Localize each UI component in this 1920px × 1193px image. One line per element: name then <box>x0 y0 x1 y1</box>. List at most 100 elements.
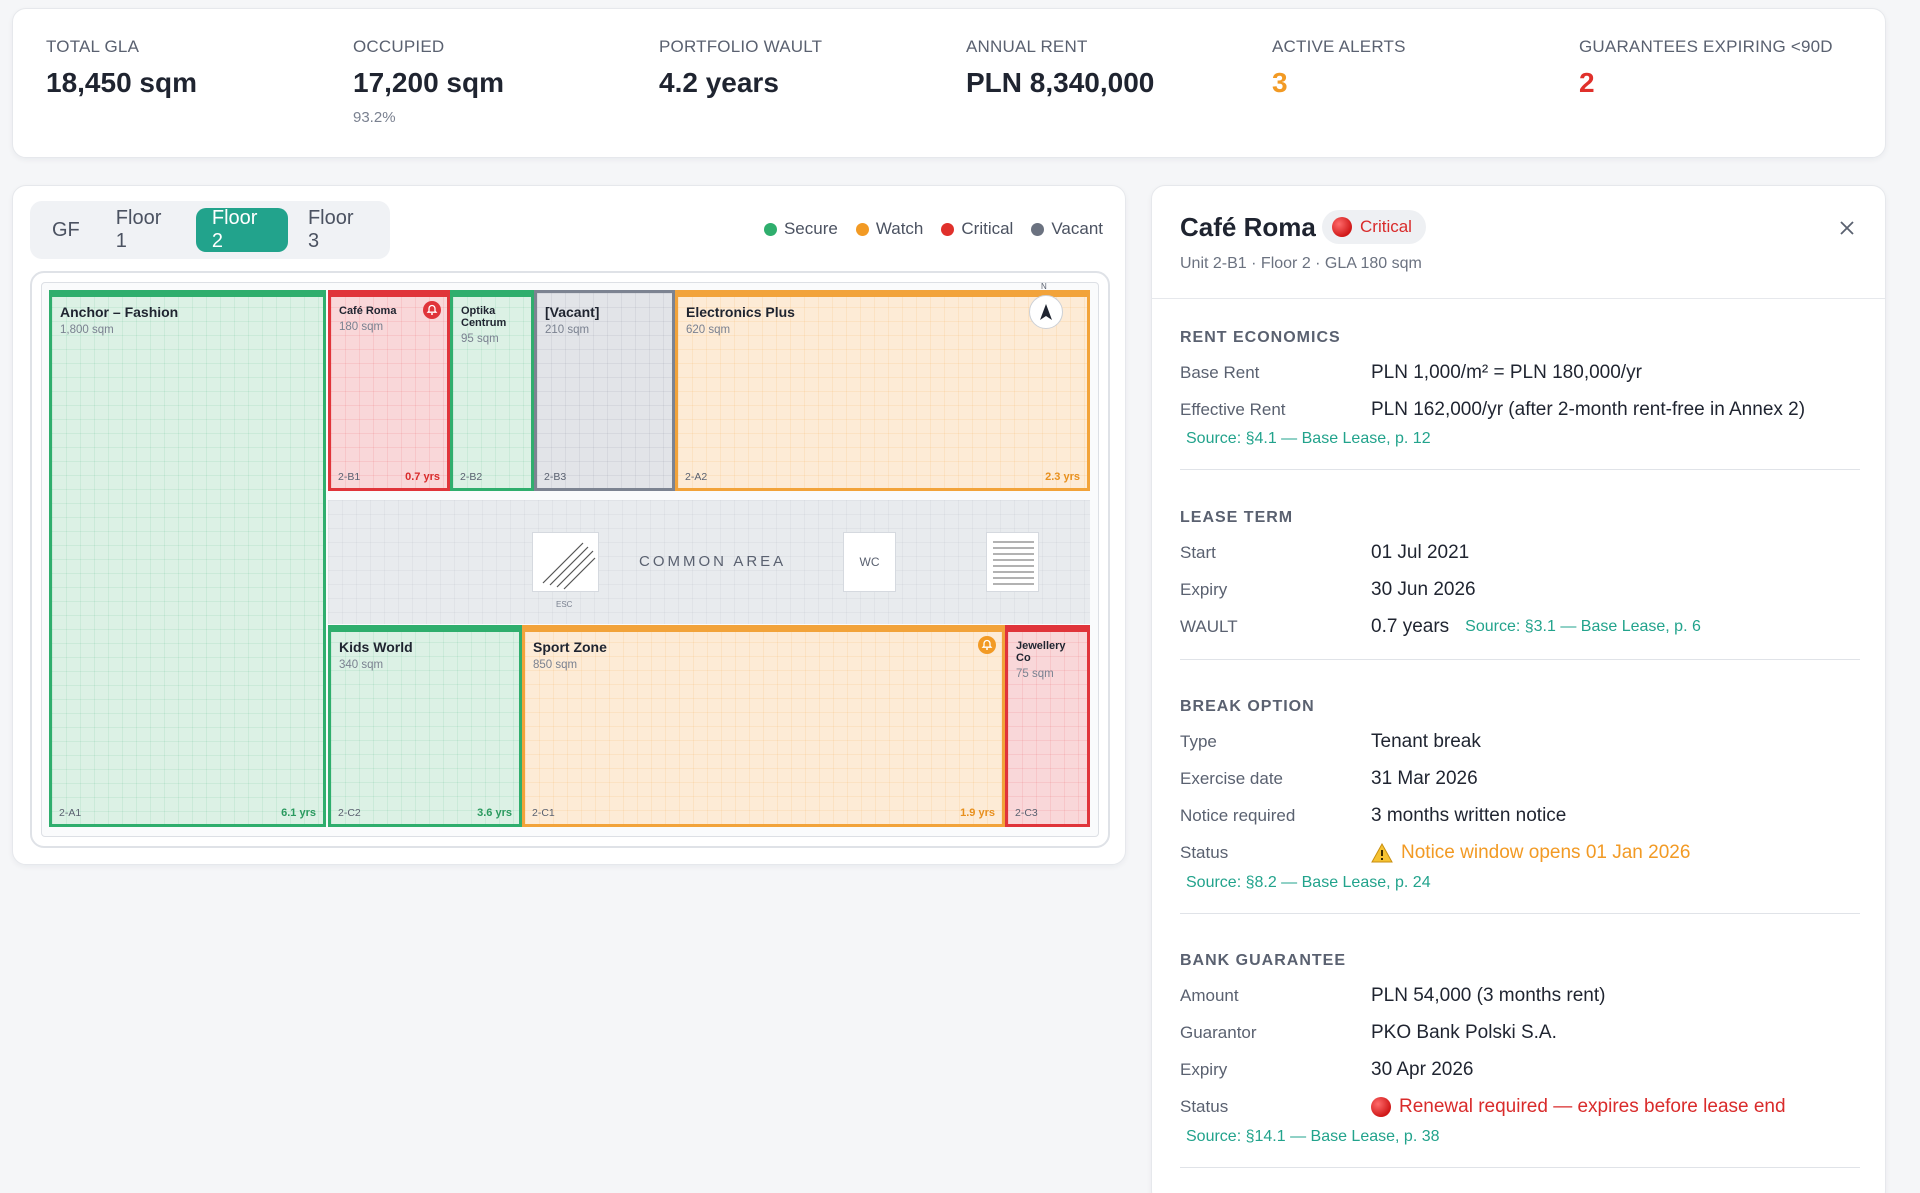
unit-2-b3[interactable]: [Vacant] 210 sqm 2-B3 <box>534 290 675 491</box>
row-value: 0.7 years <box>1371 616 1450 637</box>
status-bar <box>1005 625 1090 632</box>
row-notice-required: Notice required 3 months written notice <box>1180 805 1566 827</box>
watch-dot-icon <box>855 222 869 236</box>
section-rent-economics: RENT ECONOMICS Base Rent PLN 1,000/m² = P… <box>1180 329 1860 489</box>
divider <box>1180 659 1860 660</box>
section-title: LEASE TERM <box>1180 509 1294 526</box>
row-expiry: Expiry 30 Jun 2026 <box>1180 579 1476 601</box>
status-bar <box>328 290 450 297</box>
status-bar <box>328 625 522 632</box>
unit-name: Kids World 340 sqm <box>339 640 413 672</box>
unit-area: 180 sqm <box>339 321 384 333</box>
source-link[interactable]: Source: §14.1 — Base Lease, p. 38 <box>1186 1128 1440 1145</box>
unit-wault: 0.7 yrs <box>405 471 440 483</box>
kpi-value: PLN 8,340,000 <box>966 67 1155 98</box>
unit-name-text: [Vacant] <box>545 304 600 320</box>
kpi-value: 17,200 sqm <box>353 67 504 98</box>
bell-alert-icon[interactable] <box>423 301 441 319</box>
secure-dot-icon <box>763 222 777 236</box>
unit-2-c3[interactable]: Jewellery Co 75 sqm 2-C3 <box>1005 625 1090 827</box>
unit-code: 2-A2 <box>685 471 708 483</box>
critical-dot-icon <box>1371 1097 1391 1117</box>
kpi-occupied: OCCUPIED 17,200 sqm 93.2% <box>353 37 504 126</box>
floor-plan-frame: Anchor – Fashion 1,800 sqm 2-A1 6.1 yrs C… <box>30 271 1110 848</box>
status-bar <box>49 290 326 297</box>
source-link[interactable]: Source: §4.1 — Base Lease, p. 12 <box>1186 430 1431 447</box>
unit-area: 340 sqm <box>339 659 384 671</box>
unit-name: [Vacant] 210 sqm <box>545 305 599 337</box>
row-guarantor: Guarantor PKO Bank Polski S.A. <box>1180 1022 1557 1044</box>
warning-icon <box>1371 843 1393 863</box>
kpi-label: TOTAL GLA <box>46 37 140 56</box>
unit-code: 2-C2 <box>338 807 361 819</box>
escalator: ESC <box>532 532 599 609</box>
legend-watch: Watch <box>855 219 923 239</box>
bell-alert-icon[interactable] <box>978 636 996 654</box>
vacant-dot-icon <box>1031 222 1045 236</box>
status-bar <box>522 625 1005 632</box>
unit-name: Café Roma 180 sqm <box>339 305 409 333</box>
kpi-label: PORTFOLIO WAULT <box>659 37 823 56</box>
row-wault: WAULT 0.7 years Source: §3.1 — Base Lease,… <box>1180 616 1701 638</box>
unit-2-b1[interactable]: Café Roma 180 sqm 2-B1 0.7 yrs <box>328 290 450 491</box>
kpi-annual-rent: ANNUAL RENT PLN 8,340,000 <box>966 37 1154 99</box>
unit-area: 75 sqm <box>1016 668 1054 680</box>
row-value: PKO Bank Polski S.A. <box>1371 1022 1557 1043</box>
row-effective-rent: Effective Rent PLN 162,000/yr (after 2-mo… <box>1180 399 1805 421</box>
row-label: Expiry <box>1180 580 1228 599</box>
unit-wault: 1.9 yrs <box>960 807 995 819</box>
tab-gf[interactable]: GF <box>52 218 80 241</box>
wc: WC <box>843 532 896 592</box>
section-title: BANK GUARANTEE <box>1180 952 1346 969</box>
unit-area: 1,800 sqm <box>60 324 114 336</box>
unit-2-a2[interactable]: Electronics Plus 620 sqm 2-A2 2.3 yrs <box>675 290 1090 491</box>
detail-subtitle: Unit 2-B1 · Floor 2 · GLA 180 sqm <box>1180 255 1422 272</box>
kpi-label: GUARANTEES EXPIRING <90D <box>1579 37 1833 56</box>
unit-detail-panel: Café Roma Critical Unit 2-B1 · Floor 2 ·… <box>1151 185 1886 1193</box>
tab-floor-3[interactable]: Floor 3 <box>307 207 354 252</box>
kpi-active-alerts[interactable]: ACTIVE ALERTS 3 <box>1272 37 1406 99</box>
unit-name: Anchor – Fashion 1,800 sqm <box>60 305 178 337</box>
row-amount: Amount PLN 54,000 (3 months rent) <box>1180 985 1605 1007</box>
unit-name: Sport Zone 850 sqm <box>533 640 607 672</box>
unit-area: 620 sqm <box>686 324 731 336</box>
escalator-label: ESC <box>556 600 573 609</box>
section-lease-term: LEASE TERM Start 01 Jul 2021 Expiry 30 Jun… <box>1180 509 1860 669</box>
row-exercise-date: Exercise date 31 Mar 2026 <box>1180 768 1478 790</box>
row-label: Expiry <box>1180 1060 1228 1079</box>
row-value: PLN 54,000 (3 months rent) <box>1371 985 1606 1006</box>
unit-wault: 2.3 yrs <box>1045 471 1080 483</box>
unit-wault: 6.1 yrs <box>281 807 316 819</box>
unit-name-text: Café Roma <box>339 305 397 317</box>
row-value: 3 months written notice <box>1371 805 1567 826</box>
unit-name-text: Optika Centrum <box>461 305 507 329</box>
unit-code: 2-C1 <box>532 807 555 819</box>
legend-critical: Critical <box>941 219 1013 239</box>
close-button[interactable] <box>1835 216 1859 240</box>
unit-2-c2[interactable]: Kids World 340 sqm 2-C2 3.6 yrs <box>328 625 522 827</box>
detail-header: Café Roma Critical Unit 2-B1 · Floor 2 ·… <box>1152 186 1885 299</box>
tab-floor-1[interactable]: Floor 1 <box>115 207 162 252</box>
unit-2-a1[interactable]: Anchor – Fashion 1,800 sqm 2-A1 6.1 yrs <box>49 290 326 827</box>
row-status: Status Notice window opens 01 Jan 2026 <box>1180 842 1690 864</box>
unit-2-b2[interactable]: Optika Centrum 95 sqm 2-B2 <box>450 290 534 491</box>
unit-wault: 3.6 yrs <box>477 807 512 819</box>
unit-name: Optika Centrum 95 sqm <box>461 305 521 345</box>
stairs-icon <box>993 541 1034 585</box>
compass-icon <box>1029 295 1063 329</box>
row-value: 30 Apr 2026 <box>1371 1059 1474 1080</box>
row-value: 31 Mar 2026 <box>1371 768 1478 789</box>
row-start: Start 01 Jul 2021 <box>1180 542 1469 564</box>
source-link[interactable]: Source: §3.1 — Base Lease, p. 6 <box>1465 618 1701 635</box>
unit-name-text: Kids World <box>339 639 413 655</box>
row-label: Amount <box>1180 986 1239 1005</box>
unit-2-c1[interactable]: Sport Zone 850 sqm 2-C1 1.9 yrs <box>522 625 1005 827</box>
kpi-total-gla: TOTAL GLA 18,450 sqm <box>46 37 197 99</box>
floor-plan: Anchor – Fashion 1,800 sqm 2-A1 6.1 yrs C… <box>41 282 1099 837</box>
kpi-guarantees-expiring[interactable]: GUARANTEES EXPIRING <90D 2 <box>1579 37 1833 99</box>
kpi-label: ACTIVE ALERTS <box>1272 37 1406 56</box>
unit-code: 2-B1 <box>338 471 361 483</box>
source-link[interactable]: Source: §8.2 — Base Lease, p. 24 <box>1186 874 1431 891</box>
tab-floor-2[interactable]: Floor 2 <box>195 207 288 252</box>
section-break-option: BREAK OPTION Type Tenant break Exercise d… <box>1180 698 1860 928</box>
